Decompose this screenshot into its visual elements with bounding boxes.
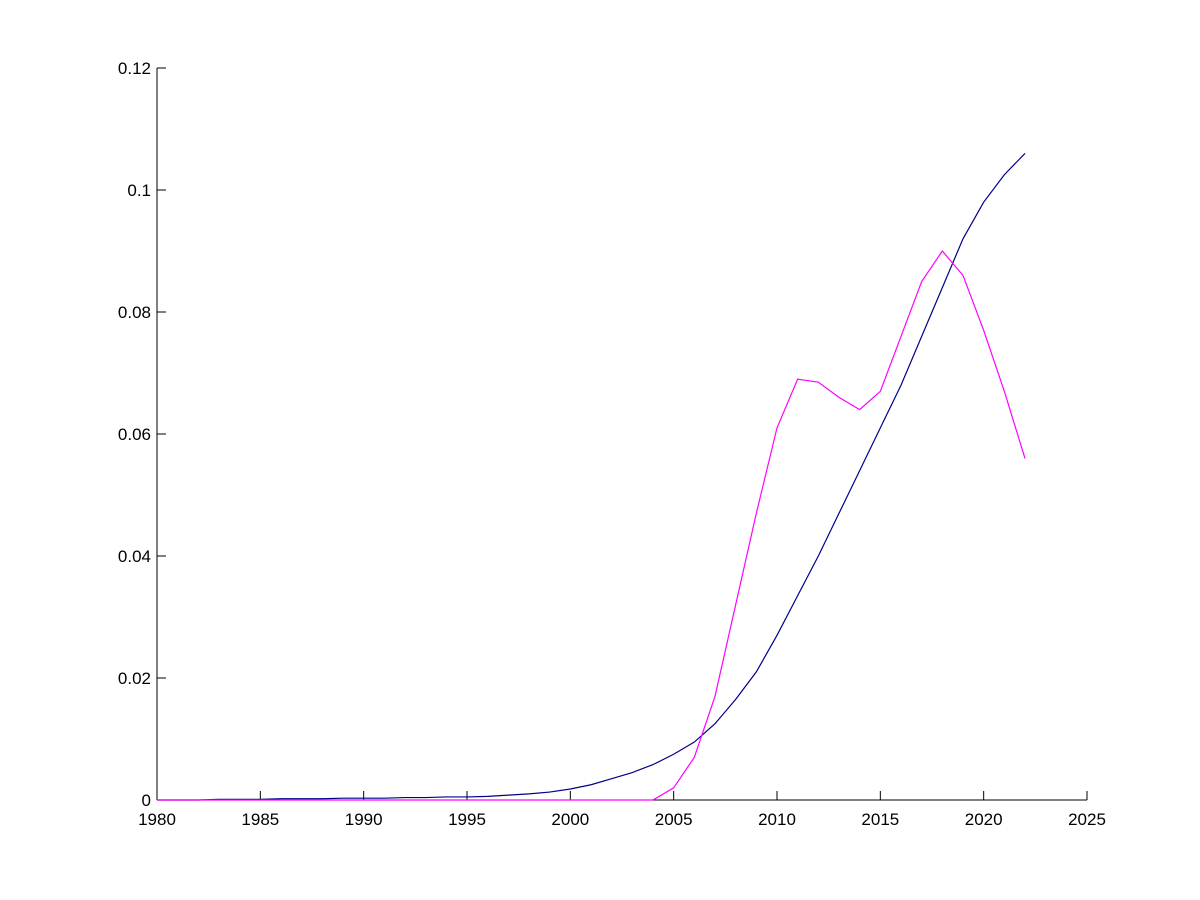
- x-tick-label: 1980: [138, 810, 176, 829]
- y-tick-label: 0.1: [127, 181, 151, 200]
- x-tick-label: 1995: [448, 810, 486, 829]
- x-tick-label: 1985: [241, 810, 279, 829]
- y-tick-label: 0.04: [118, 547, 151, 566]
- y-tick-label: 0: [142, 791, 151, 810]
- x-tick-label: 2010: [758, 810, 796, 829]
- x-tick-label: 2005: [655, 810, 693, 829]
- x-tick-label: 2025: [1068, 810, 1106, 829]
- series-line: [157, 152, 1026, 801]
- x-tick-label: 2000: [551, 810, 589, 829]
- x-tick-label: 2020: [965, 810, 1003, 829]
- y-tick-label: 0.12: [118, 59, 151, 78]
- y-tick-label: 0.02: [118, 669, 151, 688]
- x-tick-label: 2015: [861, 810, 899, 829]
- y-tick-label: 0.06: [118, 425, 151, 444]
- x-tick-label: 1990: [345, 810, 383, 829]
- series-line: [157, 250, 1026, 801]
- y-tick-label: 0.08: [118, 303, 151, 322]
